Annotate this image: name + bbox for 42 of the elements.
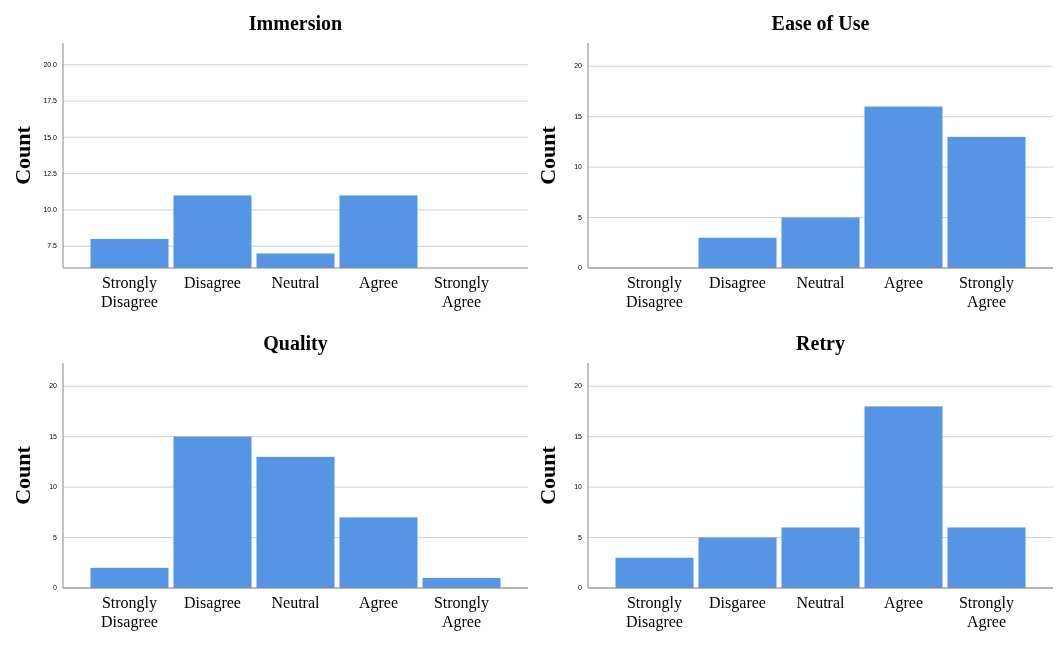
x-tick-label: Disgaree [709, 594, 766, 612]
chart-title: Retry [796, 332, 845, 355]
bar [947, 136, 1026, 268]
x-tick-label: Agree [358, 274, 399, 292]
x-tick-label: Agree [883, 274, 924, 292]
bar [173, 436, 252, 588]
x-tick-label: Neutral [796, 274, 846, 291]
x-tick-label: Neutral [796, 594, 846, 611]
x-tick-label: Strongly Disagree [626, 594, 683, 631]
chart-title: Immersion [248, 12, 343, 34]
x-tick-label: Strongly Disagree [101, 594, 158, 631]
y-axis-title: Count [535, 445, 560, 505]
chart-title: Quality [263, 332, 328, 355]
x-tick-label: Neutral [271, 274, 321, 291]
bar [615, 557, 694, 588]
chart-title: Ease of Use [771, 12, 870, 34]
y-axis-title: Count [10, 445, 35, 505]
x-tick-label: Strongly Agree [433, 594, 490, 631]
x-tick-label: Strongly Disagree [101, 274, 158, 311]
bar [781, 217, 860, 268]
x-tick-label: Agree [358, 594, 399, 612]
bar [90, 567, 169, 588]
x-tick-label: Neutral [271, 594, 321, 611]
x-tick-label: Strongly Agree [433, 274, 490, 311]
bar [256, 456, 335, 588]
x-tick-label: Strongly Agree [958, 594, 1015, 631]
x-tick-label: Strongly Disagree [626, 274, 683, 311]
x-tick-label: Agree [883, 594, 924, 612]
bar [947, 527, 1026, 588]
bar [781, 527, 860, 588]
bar [864, 106, 943, 268]
bar [864, 406, 943, 588]
x-tick-label: Disagree [184, 594, 241, 612]
x-tick-label: Disagree [184, 274, 241, 292]
bar [422, 577, 501, 588]
y-axis-title: Count [10, 125, 35, 185]
x-tick-label: Disagree [709, 274, 766, 292]
x-tick-label: Strongly Agree [958, 274, 1015, 311]
y-axis-title: Count [535, 125, 560, 185]
bar [339, 517, 418, 588]
bar [698, 537, 777, 588]
bar [698, 237, 777, 268]
